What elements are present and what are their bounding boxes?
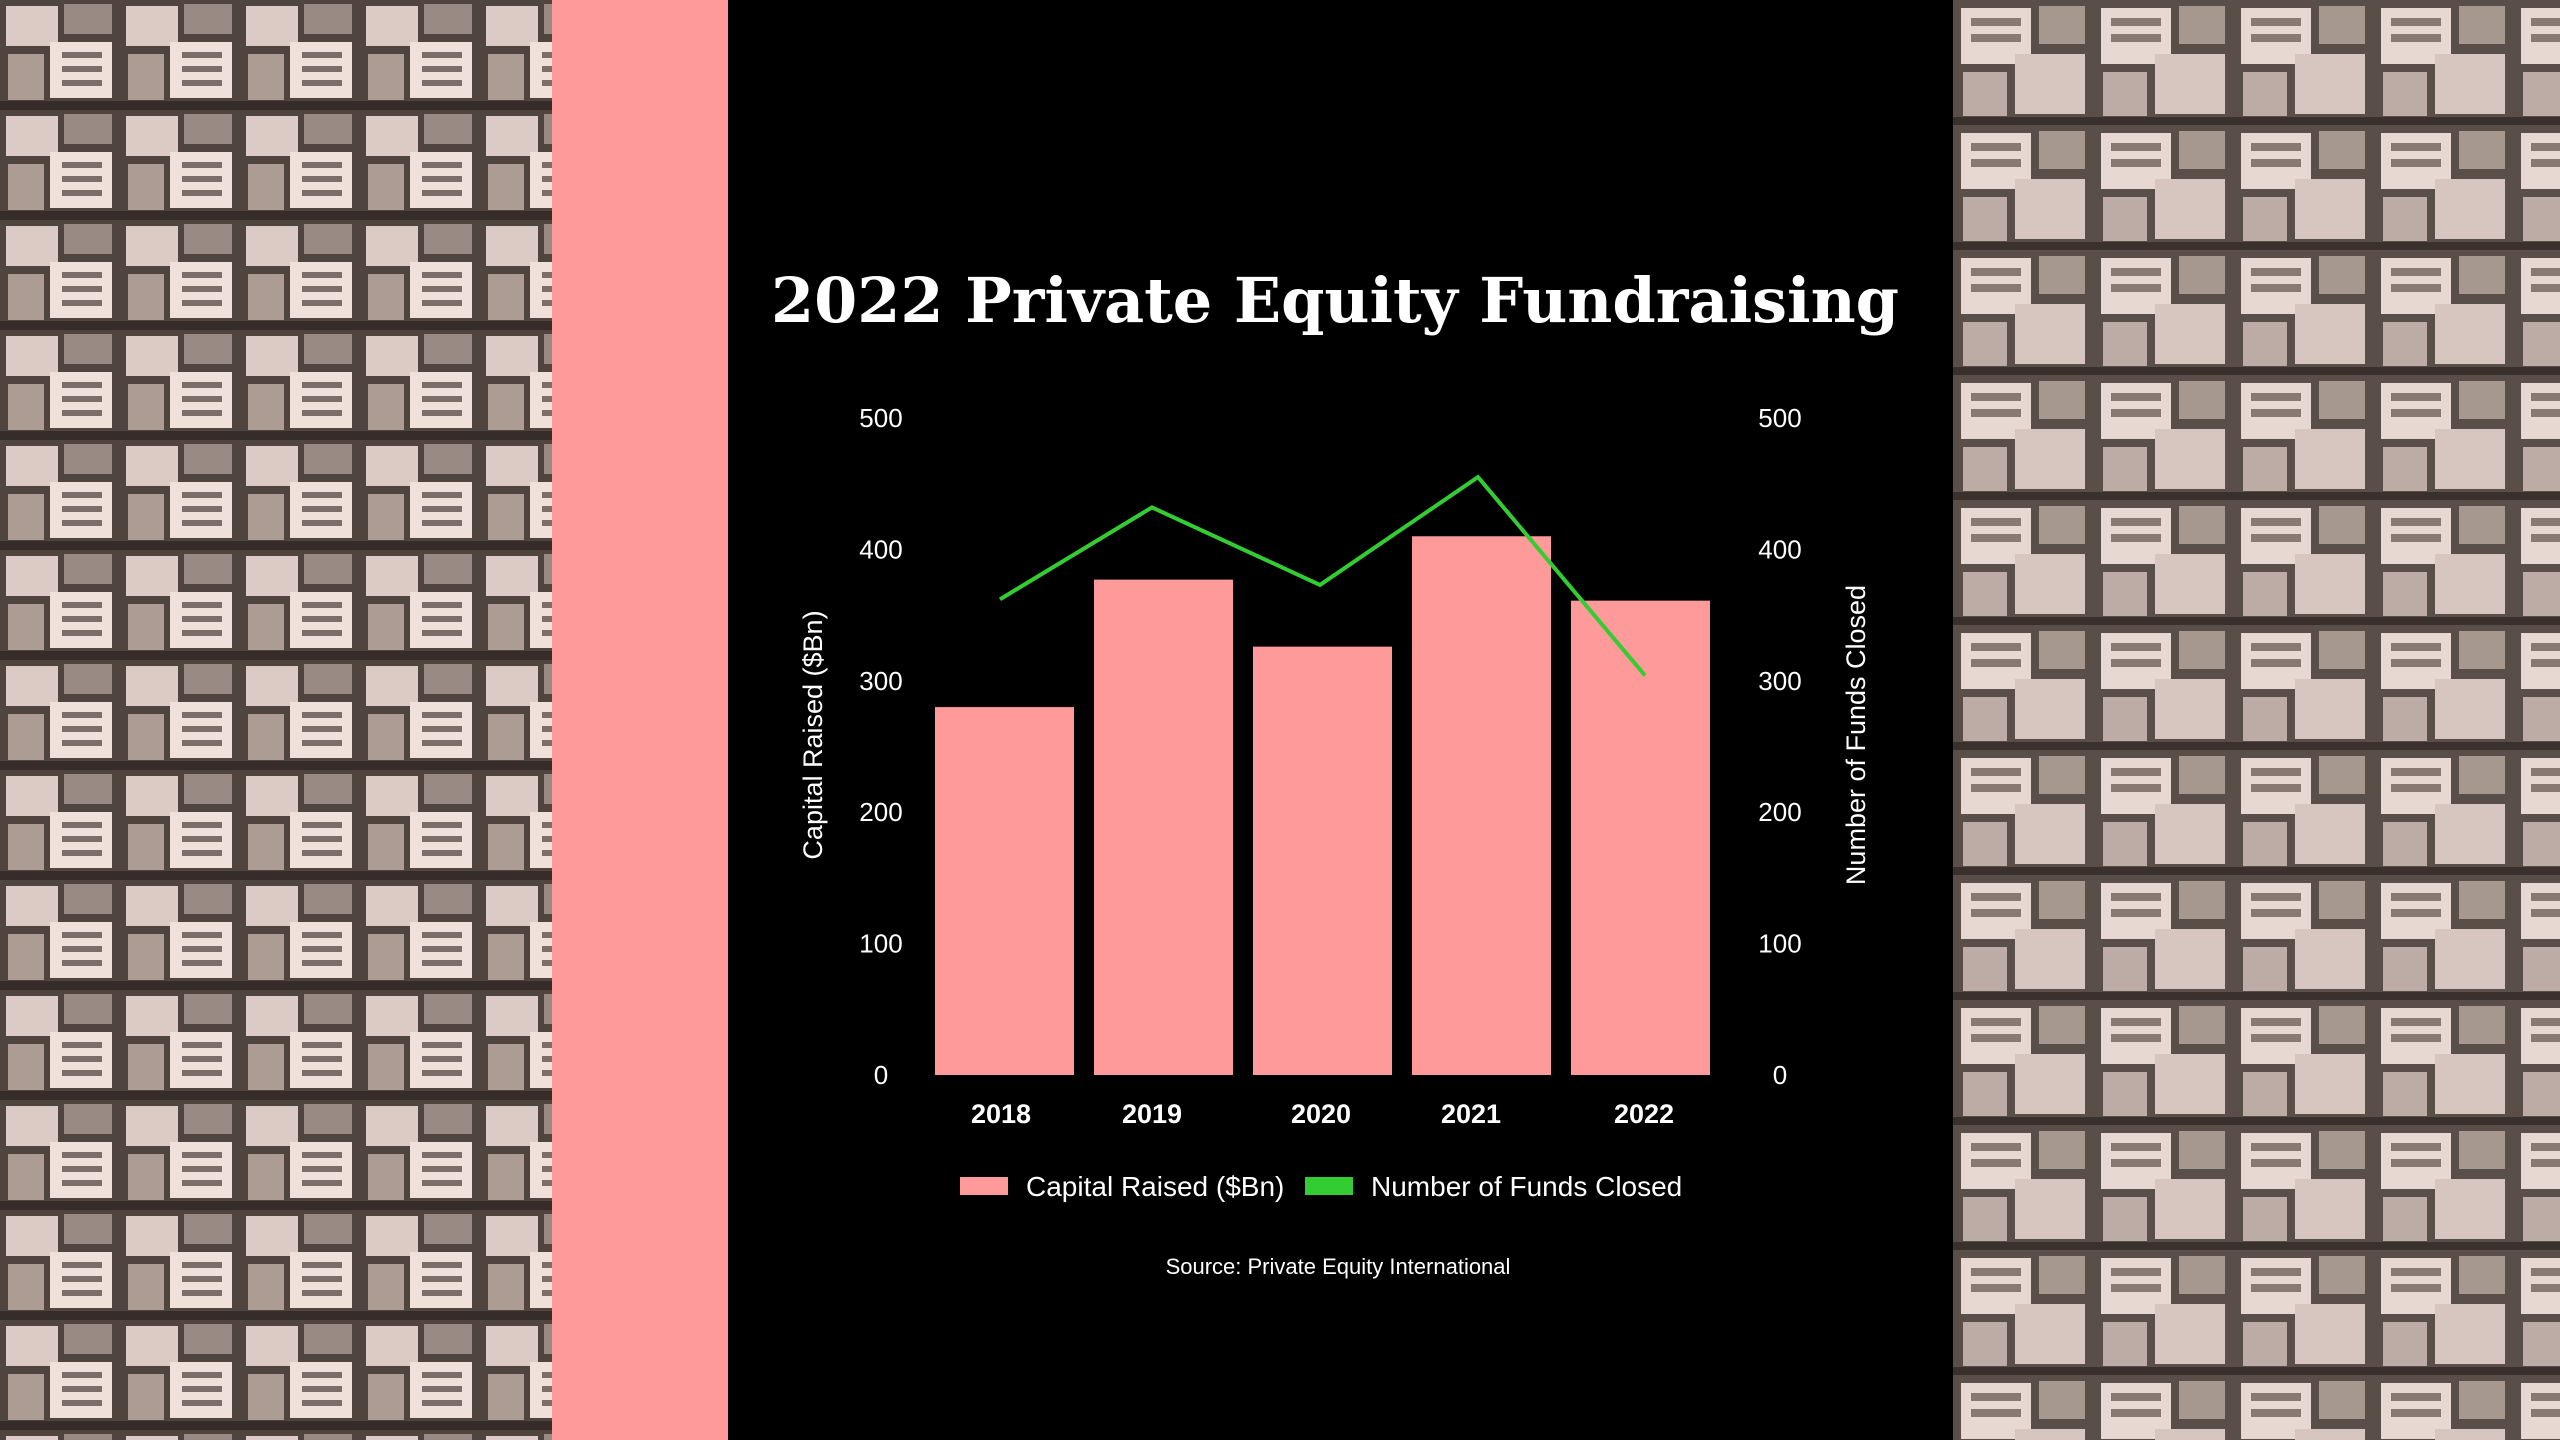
aerial-city-image [0,0,552,1440]
legend-swatch-capital [960,1177,1008,1195]
bar-2020 [1253,646,1392,1075]
aerial-city-image [1953,0,2560,1440]
y-tick-right: 0 [1773,1060,1787,1090]
accent-stripe [552,0,728,1440]
y-axis-left: 0 100 200 300 400 500 [859,403,902,1090]
aerial-city-photo-right [1953,0,2560,1440]
bar-2022 [1571,600,1710,1075]
legend-swatch-funds [1305,1177,1353,1195]
source-note: Source: Private Equity International [1166,1254,1511,1279]
y-tick-left: 400 [859,534,902,564]
chart-title: 2022 Private Equity Fundraising [771,264,1899,337]
y-tick-right: 400 [1758,534,1801,564]
y-tick-left: 500 [859,403,902,433]
y-tick-left: 0 [874,1060,888,1090]
y-tick-left: 100 [859,929,902,959]
legend-label-funds: Number of Funds Closed [1371,1171,1682,1202]
legend: Capital Raised ($Bn) Number of Funds Clo… [960,1171,1682,1202]
x-tick-label: 2018 [971,1099,1031,1129]
y-tick-right: 300 [1758,666,1801,696]
y-axis-right: 0 100 200 300 400 500 [1758,403,1801,1090]
aerial-city-photo-left [0,0,552,1440]
x-tick-label: 2021 [1441,1099,1501,1129]
bar-2021 [1412,536,1551,1075]
x-axis: 2018 2019 2020 2021 2022 [971,1099,1674,1129]
line-series [998,474,1647,677]
x-tick-label: 2020 [1291,1099,1351,1129]
bar-2018 [935,707,1074,1075]
bar-2019 [1094,579,1233,1075]
y-tick-right: 500 [1758,403,1801,433]
y-tick-right: 200 [1758,797,1801,827]
x-tick-label: 2022 [1614,1099,1674,1129]
y-axis-right-label: Number of Funds Closed [1841,585,1871,885]
x-tick-label: 2019 [1122,1099,1182,1129]
y-tick-left: 300 [859,666,902,696]
y-tick-left: 200 [859,797,902,827]
legend-label-capital: Capital Raised ($Bn) [1026,1171,1284,1202]
y-axis-left-label: Capital Raised ($Bn) [798,610,828,859]
bar-series [935,536,1710,1075]
funds-closed-line [998,474,1647,677]
y-tick-right: 100 [1758,929,1801,959]
